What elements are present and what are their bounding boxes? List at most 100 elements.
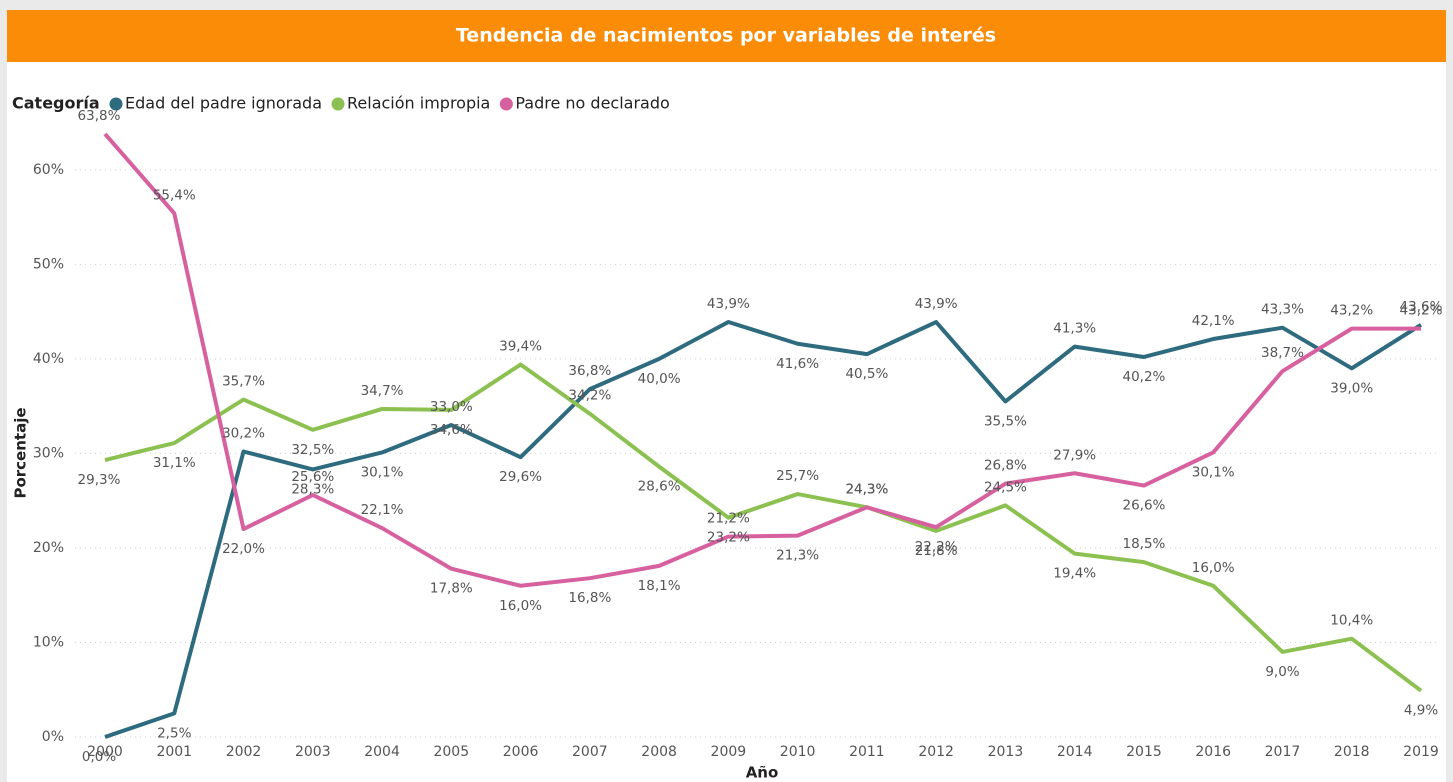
value-label: 43,2%: [1330, 303, 1373, 319]
value-label: 30,2%: [222, 426, 265, 442]
value-label: 35,7%: [222, 374, 265, 390]
legend-marker: [331, 97, 345, 111]
value-label: 22,0%: [222, 541, 265, 557]
value-label: 33,0%: [430, 399, 473, 415]
value-label: 34,2%: [568, 388, 611, 404]
series-line: [104, 362, 1423, 693]
value-label: 40,5%: [845, 366, 888, 382]
value-label: 43,9%: [707, 296, 750, 312]
x-tick-label: 2007: [572, 744, 608, 760]
x-tick-label: 2015: [1126, 744, 1162, 760]
chart-title: Tendencia de nacimientos por variables d…: [456, 25, 996, 47]
x-tick-label: 2002: [226, 744, 262, 760]
y-tick-label: 0%: [42, 729, 64, 745]
x-tick-label: 2018: [1334, 744, 1370, 760]
value-label: 16,0%: [499, 598, 542, 614]
value-label: 17,8%: [430, 581, 473, 597]
value-label: 25,6%: [291, 469, 334, 485]
x-tick-label: 2011: [849, 744, 885, 760]
x-tick-label: 2006: [503, 744, 539, 760]
value-label: 63,8%: [78, 108, 121, 124]
value-label: 31,1%: [153, 455, 196, 471]
y-tick-label: 30%: [33, 445, 64, 461]
value-label: 26,6%: [1123, 498, 1166, 514]
value-label: 10,4%: [1330, 613, 1373, 629]
legend-label: Edad del padre ignorada: [125, 94, 322, 113]
legend-title: Categoría: [12, 94, 100, 113]
x-tick-label: 2001: [156, 744, 192, 760]
value-label: 23,2%: [707, 530, 750, 546]
y-tick-label: 10%: [33, 634, 64, 650]
legend-label: Relación impropia: [347, 94, 490, 113]
legend-marker: [499, 97, 513, 111]
y-axis-title: Porcentaje: [12, 407, 30, 498]
value-label: 32,5%: [291, 442, 334, 458]
panel: [7, 10, 1446, 782]
x-tick-label: 2013: [988, 744, 1024, 760]
value-label: 40,2%: [1123, 369, 1166, 385]
value-label: 28,3%: [291, 481, 334, 497]
series-line: [104, 320, 1423, 739]
x-tick-label: 2003: [295, 744, 331, 760]
value-label: 30,1%: [361, 464, 404, 480]
value-label: 29,6%: [499, 469, 542, 485]
value-label: 24,3%: [845, 481, 888, 497]
value-label: 21,3%: [776, 548, 819, 564]
value-label: 34,6%: [430, 422, 473, 438]
x-tick-label: 2004: [364, 744, 400, 760]
x-tick-label: 2019: [1403, 744, 1439, 760]
x-axis-title: Año: [746, 764, 779, 782]
legend-marker: [109, 97, 123, 111]
value-label: 21,8%: [915, 543, 958, 559]
value-label: 36,8%: [568, 363, 611, 379]
value-label: 18,5%: [1123, 536, 1166, 552]
x-tick-label: 2010: [780, 744, 816, 760]
value-label: 43,9%: [915, 296, 958, 312]
value-label: 21,2%: [707, 511, 750, 527]
header-bar: [7, 10, 1446, 62]
x-tick-label: 2000: [87, 744, 123, 760]
value-label: 22,2%: [915, 539, 958, 555]
value-label: 38,7%: [1261, 345, 1304, 361]
value-label: 27,9%: [1053, 447, 1096, 463]
value-label: 39,0%: [1330, 380, 1373, 396]
value-label: 43,3%: [1261, 302, 1304, 318]
value-label: 25,7%: [776, 468, 819, 484]
value-label: 9,0%: [1265, 664, 1299, 680]
value-label: 4,9%: [1404, 703, 1438, 719]
value-label: 16,8%: [568, 590, 611, 606]
value-label: 43,6%: [1400, 299, 1443, 315]
value-label: 41,3%: [1053, 321, 1096, 337]
value-label: 18,1%: [638, 578, 681, 594]
value-label: 0,0%: [82, 749, 116, 765]
value-label: 26,8%: [984, 458, 1027, 474]
value-label: 28,6%: [638, 479, 681, 495]
value-label: 40,0%: [638, 371, 681, 387]
value-label: 39,4%: [499, 339, 542, 355]
x-tick-label: 2005: [433, 744, 469, 760]
value-label: 29,3%: [78, 472, 121, 488]
value-label: 43,2%: [1400, 303, 1443, 319]
series-line: [103, 132, 1421, 588]
y-tick-label: 60%: [33, 162, 64, 178]
y-tick-label: 20%: [33, 540, 64, 556]
value-label: 16,0%: [1192, 560, 1235, 576]
x-tick-label: 2014: [1057, 744, 1093, 760]
value-label: 2,5%: [157, 725, 191, 741]
x-tick-label: 2016: [1195, 744, 1231, 760]
y-tick-label: 40%: [33, 351, 64, 367]
value-label: 19,4%: [1053, 566, 1096, 582]
value-label: 24,5%: [984, 479, 1027, 495]
value-label: 22,1%: [361, 502, 404, 518]
value-label: 42,1%: [1192, 313, 1235, 329]
x-tick-label: 2008: [641, 744, 677, 760]
value-label: 34,7%: [361, 383, 404, 399]
x-tick-label: 2012: [918, 744, 954, 760]
x-tick-label: 2017: [1265, 744, 1301, 760]
value-label: 35,5%: [984, 413, 1027, 429]
value-label: 30,1%: [1192, 464, 1235, 480]
y-tick-label: 50%: [33, 256, 64, 272]
value-label: 41,6%: [776, 356, 819, 372]
